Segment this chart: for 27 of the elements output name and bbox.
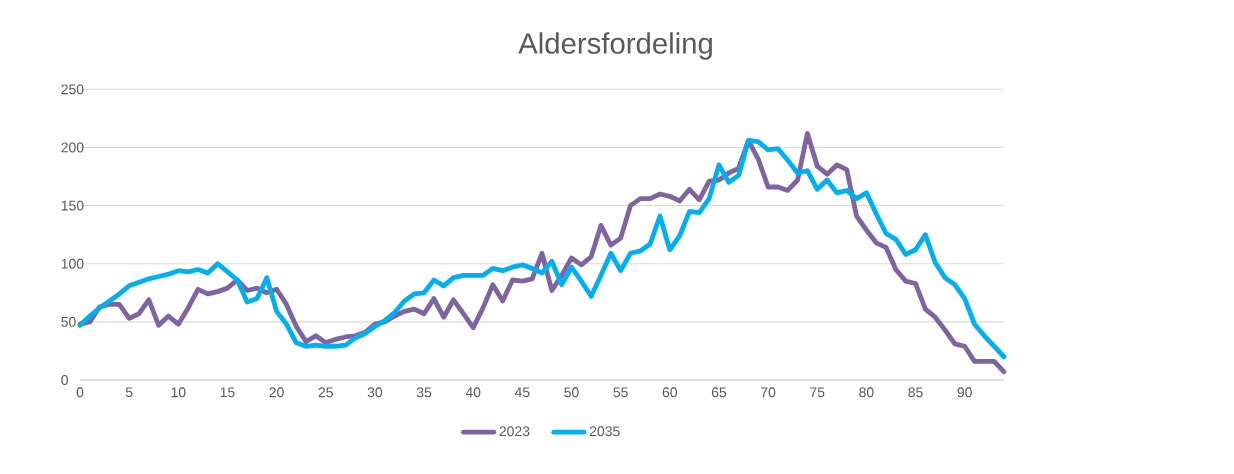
y-tick-label: 150 bbox=[61, 200, 84, 211]
y-tick-label: 0 bbox=[61, 375, 68, 385]
x-tick-label: 35 bbox=[416, 387, 432, 398]
x-tick-label: 65 bbox=[711, 387, 727, 398]
x-tick-label: 10 bbox=[171, 387, 186, 398]
y-tick-label: 100 bbox=[61, 258, 84, 269]
x-tick-label: 85 bbox=[908, 387, 923, 398]
legend-label: 2023 bbox=[499, 426, 530, 437]
x-tick-label: 90 bbox=[957, 387, 972, 398]
x-tick-label: 20 bbox=[269, 387, 284, 398]
x-tick-label: 55 bbox=[613, 387, 628, 398]
x-tick-label: 5 bbox=[125, 387, 133, 398]
y-tick-label: 200 bbox=[61, 142, 84, 153]
x-tick-label: 60 bbox=[662, 387, 678, 398]
x-tick-label: 15 bbox=[220, 387, 235, 398]
x-tick-label: 45 bbox=[514, 387, 530, 398]
x-tick-label: 80 bbox=[859, 387, 874, 398]
chart-title: Aldersfordeling bbox=[518, 32, 712, 60]
x-tick-label: 75 bbox=[810, 387, 825, 398]
x-tick-label: 70 bbox=[761, 387, 776, 398]
x-tick-label: 40 bbox=[465, 387, 481, 398]
y-tick-label: 250 bbox=[61, 84, 84, 95]
x-tick-label: 25 bbox=[318, 387, 333, 398]
x-tick-label: 30 bbox=[367, 387, 383, 398]
x-tick-label: 50 bbox=[564, 387, 579, 398]
legend-label: 2035 bbox=[589, 426, 620, 437]
y-tick-label: 50 bbox=[61, 316, 76, 327]
